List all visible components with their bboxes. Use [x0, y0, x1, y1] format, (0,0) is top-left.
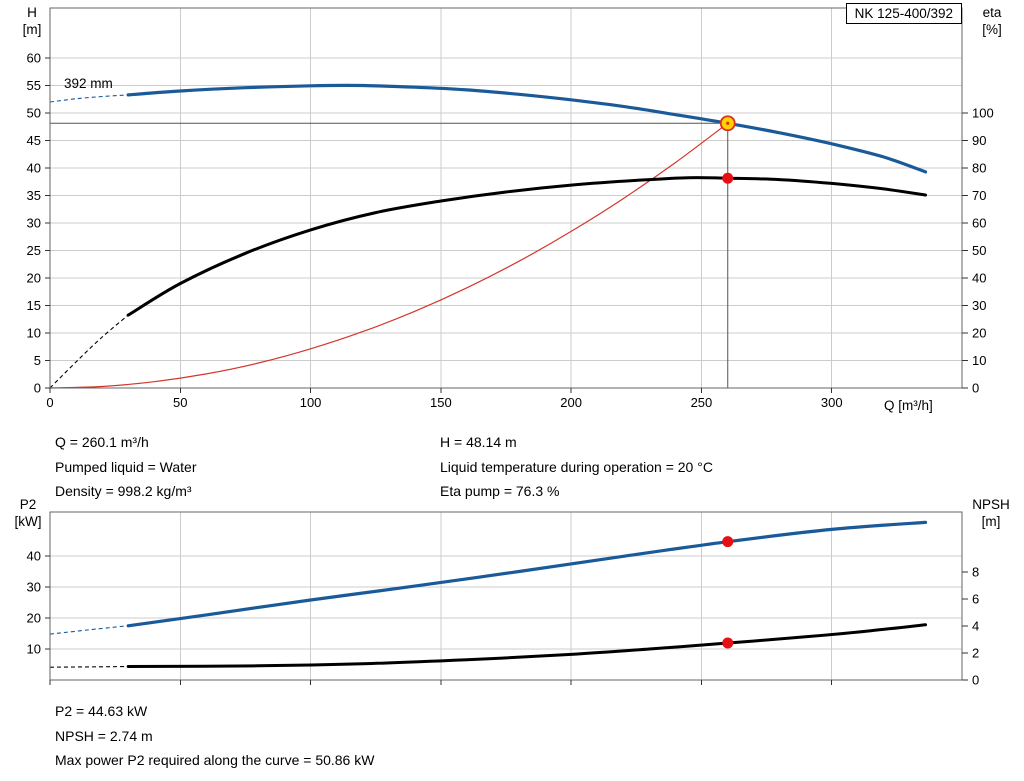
eta-axis-unit: [%] — [982, 22, 1002, 37]
npsh-axis-title: NPSH [m] — [962, 496, 1020, 530]
p2-point-marker — [722, 536, 734, 548]
tick-label: 50 — [972, 243, 986, 258]
tick-label: 40 — [972, 271, 986, 286]
tick-label: 60 — [972, 216, 986, 231]
efficiency-curve — [126, 176, 927, 317]
tick-label: 15 — [27, 298, 41, 313]
info-p2: P2 = 44.63 kW — [55, 703, 148, 719]
power-axis-title: P2 [kW] — [6, 496, 50, 530]
npsh-curve — [126, 623, 927, 668]
tick-label: 100 — [972, 106, 994, 121]
p2-curve — [126, 520, 928, 628]
efficiency-curve-dashed — [49, 314, 129, 389]
tick-label: 0 — [972, 381, 979, 396]
npsh-point-marker — [722, 637, 734, 649]
head-curve — [126, 83, 928, 174]
pump-model-badge: NK 125-400/392 — [845, 3, 962, 24]
gridlines — [50, 8, 962, 388]
npsh-axis-symbol: NPSH — [972, 497, 1010, 512]
tick-label: 10 — [972, 353, 986, 368]
impeller-diameter-label: 392 mm — [64, 76, 113, 91]
tick-label: 40 — [27, 161, 41, 176]
power-axis-unit: [kW] — [14, 514, 42, 529]
info-pumped-liquid: Pumped liquid = Water — [55, 458, 197, 475]
info-density: Density = 998.2 kg/m³ — [55, 483, 192, 499]
plot-border — [49, 511, 963, 681]
info-eta-pump: Eta pump = 76.3 % — [440, 483, 560, 499]
tick-label: 30 — [972, 298, 986, 313]
npsh-axis-unit: [m] — [981, 514, 1001, 529]
tick-label: 70 — [972, 188, 986, 203]
head-axis-unit: [m] — [22, 22, 42, 37]
duty-point-marker[interactable] — [719, 115, 736, 132]
tick-label: 45 — [27, 133, 41, 148]
tick-label: 60 — [27, 51, 41, 66]
tick-label: 8 — [972, 565, 979, 580]
tick-label: 0 — [46, 395, 53, 410]
tick-label: 6 — [972, 592, 979, 607]
p2-curve-dashed — [49, 625, 129, 635]
power-npsh-chart: 10 20 30 40 0 2 4 6 8 — [27, 511, 980, 688]
tick-label: 20 — [972, 326, 986, 341]
tick-label: 4 — [972, 619, 979, 634]
tick-label: 10 — [27, 642, 41, 657]
info-max-power: Max power P2 required along the curve = … — [55, 752, 375, 768]
tick-label: 100 — [300, 395, 322, 410]
tick-label: 30 — [27, 580, 41, 595]
info-liquid-temperature: Liquid temperature during operation = 20… — [440, 458, 713, 475]
tick-label: 90 — [972, 133, 986, 148]
head-axis-symbol: H — [27, 5, 37, 20]
tick-label: 50 — [27, 106, 41, 121]
tick-label: 150 — [430, 395, 452, 410]
plot-border — [49, 7, 963, 389]
eta-axis-symbol: eta — [982, 5, 1002, 20]
tick-label: 5 — [34, 353, 41, 368]
tick-label: 30 — [27, 216, 41, 231]
info-flow: Q = 260.1 m³/h — [55, 434, 149, 450]
tick-label: 20 — [27, 271, 41, 286]
duty-info-right: H = 48.14 m Liquid temperature during op… — [440, 430, 713, 504]
tick-label: 0 — [972, 673, 979, 688]
tick-label: 20 — [27, 611, 41, 626]
tick-label: 55 — [27, 78, 41, 93]
tick-label: 250 — [691, 395, 713, 410]
flow-axis-title: Q [m³/h] — [884, 398, 933, 413]
head-efficiency-chart: 0 50 100 150 200 250 3000510152025303540455055… — [27, 7, 994, 410]
power-info: P2 = 44.63 kW NPSH = 2.74 m Max power P2… — [55, 699, 374, 773]
eta-axis-title: eta [%] — [964, 4, 1020, 38]
info-head: H = 48.14 m — [440, 434, 517, 450]
power-axis-symbol: P2 — [19, 497, 37, 512]
tick-label: 300 — [821, 395, 843, 410]
axis-ticks: 10 20 30 40 0 2 4 6 8 — [27, 549, 980, 688]
tick-label: 35 — [27, 188, 41, 203]
tick-label: 50 — [173, 395, 187, 410]
gridlines — [50, 512, 962, 680]
eta-point-marker — [722, 172, 734, 184]
system-curve — [49, 122, 729, 389]
axis-ticks: 0 50 100 150 200 250 3000510152025303540455055… — [27, 51, 994, 410]
head-axis-title: H [m] — [12, 4, 52, 38]
tick-label: 40 — [27, 549, 41, 564]
tick-label: 80 — [972, 161, 986, 176]
tick-label: 10 — [27, 326, 41, 341]
head-curve-dashed — [49, 94, 129, 103]
info-npsh: NPSH = 2.74 m — [55, 727, 153, 744]
tick-label: 2 — [972, 646, 979, 661]
tick-label: 200 — [560, 395, 582, 410]
tick-label: 0 — [34, 381, 41, 396]
duty-info-left: Q = 260.1 m³/h Pumped liquid = Water Den… — [55, 430, 197, 504]
tick-label: 25 — [27, 243, 41, 258]
npsh-curve-dashed — [49, 665, 129, 668]
